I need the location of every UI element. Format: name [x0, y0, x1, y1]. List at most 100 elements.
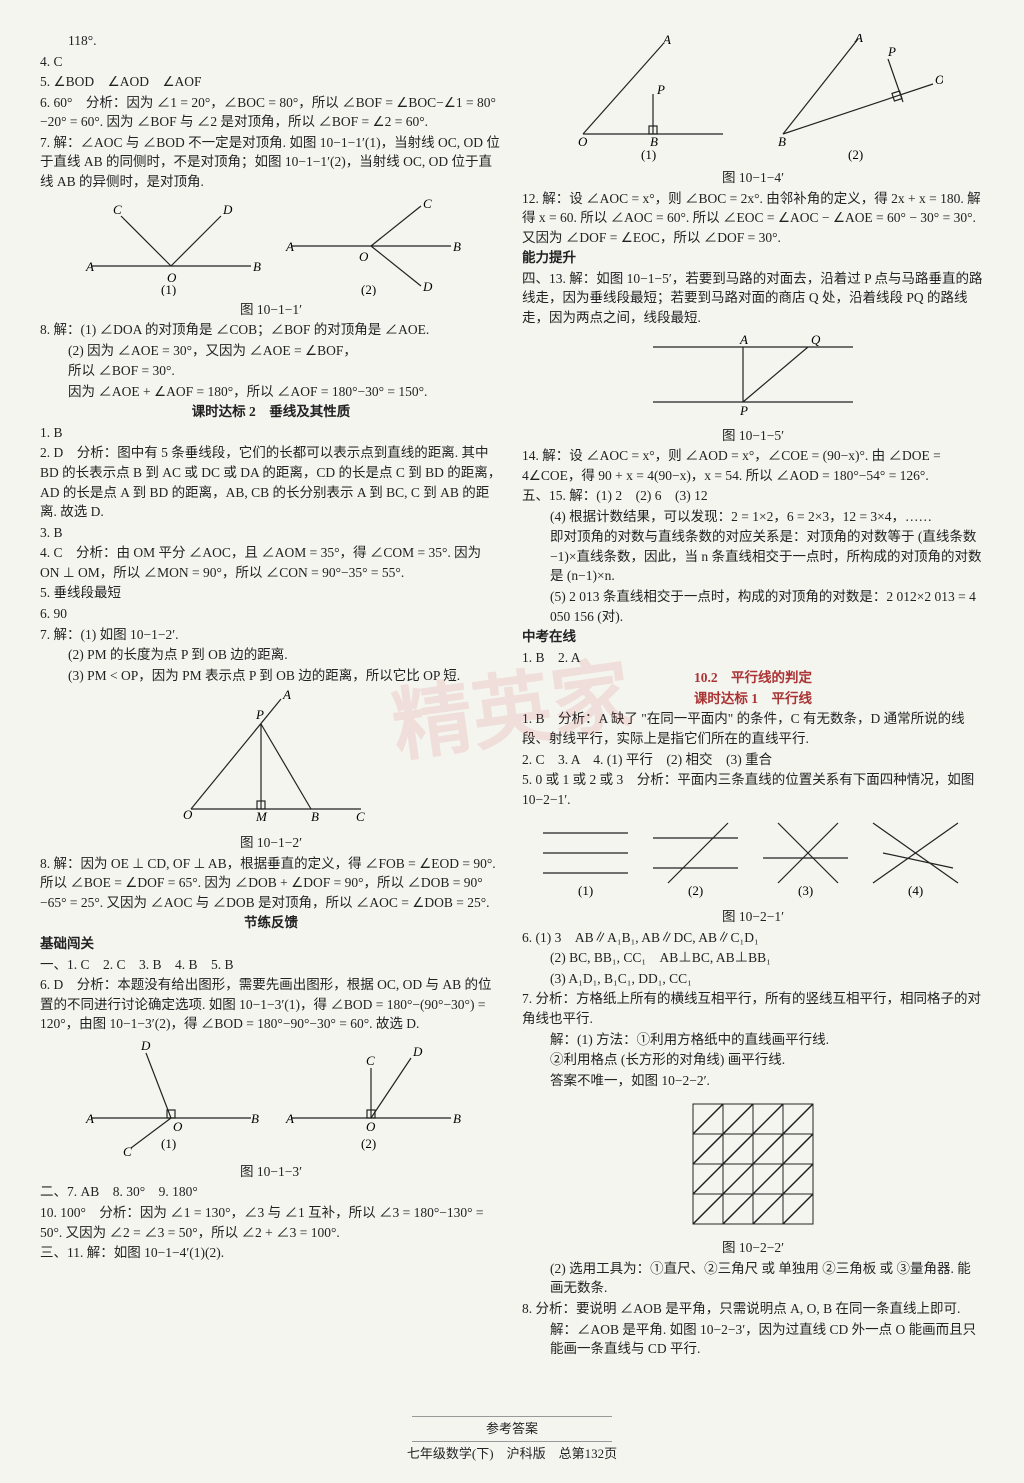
- svg-text:A: A: [662, 34, 671, 47]
- figure-label: 图 10−2−1′: [522, 907, 984, 927]
- subsection-heading: 基础闯关: [40, 934, 502, 954]
- text-line: 8. 解：(1) ∠DOA 的对顶角是 ∠COB；∠BOF 的对顶角是 ∠AOE…: [40, 320, 502, 340]
- text-line: 4. C: [40, 52, 502, 72]
- section-heading: 课时达标 2 垂线及其性质: [40, 402, 502, 422]
- text-line: 3. B: [40, 523, 502, 543]
- svg-text:P: P: [656, 82, 665, 97]
- text-line: 1. B 分析：A 缺了 "在同一平面内" 的条件，C 有无数条，D 通常所说的…: [522, 709, 984, 748]
- figure-label: 图 10−1−4′: [522, 168, 984, 188]
- text-line: (5) 2 013 条直线相交于一点时，构成的对顶角的对数是：2 012×2 0…: [522, 587, 984, 626]
- svg-text:O: O: [183, 807, 193, 822]
- svg-text:A: A: [854, 34, 863, 45]
- svg-text:(1): (1): [161, 282, 176, 296]
- text-line: 5. ∠BOD ∠AOD ∠AOF: [40, 72, 502, 92]
- svg-text:B: B: [453, 239, 461, 254]
- svg-text:D: D: [412, 1044, 423, 1059]
- text-line: 14. 解：设 ∠AOC = x°，则 ∠AOD = x°，∠COE = (90…: [522, 446, 984, 485]
- svg-text:C: C: [366, 1053, 375, 1068]
- figure-label: 图 10−2−2′: [522, 1238, 984, 1258]
- svg-text:O: O: [173, 1119, 183, 1134]
- svg-text:(2): (2): [688, 883, 703, 898]
- text-line: 二、7. AB 8. 30° 9. 180°: [40, 1182, 502, 1202]
- svg-text:(3): (3): [798, 883, 813, 898]
- text-line: (3) PM < OP，因为 PM 表示点 P 到 OB 边的距离，所以它比 O…: [40, 666, 502, 686]
- svg-text:O: O: [578, 134, 588, 149]
- text-line: 6. D 分析：本题没有给出图形，需要先画出图形，根据 OC, OD 与 AB …: [40, 975, 502, 1034]
- subsection-heading: 能力提升: [522, 248, 984, 268]
- text-line: 所以 ∠BOF = 30°.: [40, 361, 502, 381]
- text-line: (2) 因为 ∠AOE = 30°，又因为 ∠AOE = ∠BOF，: [40, 341, 502, 361]
- subsection-heading: 中考在线: [522, 627, 984, 647]
- svg-text:M: M: [255, 809, 268, 824]
- svg-text:A: A: [85, 1111, 94, 1126]
- figure-10-1-4: A O B P (1) A B O P (2): [522, 34, 984, 164]
- text-line: (3) A₁D₁, B₁C₁, DD₁, CC₁: [522, 969, 984, 989]
- text-line: 1. B: [40, 423, 502, 443]
- svg-text:A: A: [285, 239, 294, 254]
- svg-text:(2): (2): [361, 1136, 376, 1151]
- svg-text:(1): (1): [641, 147, 656, 162]
- text-line: 四、13. 解：如图 10−1−5′，若要到马路的对面去，沿着过 P 点与马路垂…: [522, 269, 984, 328]
- text-line: 三、11. 解：如图 10−1−4′(1)(2).: [40, 1243, 502, 1263]
- text-line: 10. 100° 分析：因为 ∠1 = 130°，∠3 与 ∠1 互补，所以 ∠…: [40, 1203, 502, 1242]
- text-line: 一、1. C 2. C 3. B 4. B 5. B: [40, 955, 502, 975]
- text-line: 6. 60° 分析：因为 ∠1 = 20°，∠BOC = 80°，所以 ∠BOF…: [40, 93, 502, 132]
- text-line: 4. C 分析：由 OM 平分 ∠AOC，且 ∠AOM = 35°，得 ∠COM…: [40, 543, 502, 582]
- text-line: (2) PM 的长度为点 P 到 OB 边的距离.: [40, 645, 502, 665]
- figure-10-1-2: O P A B M C: [40, 689, 502, 829]
- svg-text:(4): (4): [908, 883, 923, 898]
- text-line: 解：∠AOB 是平角. 如图 10−2−3′，因为过直线 CD 外一点 O 能画…: [522, 1320, 984, 1359]
- svg-text:C: C: [356, 809, 365, 824]
- svg-text:D: D: [140, 1038, 151, 1053]
- svg-text:A: A: [285, 1111, 294, 1126]
- svg-text:(2): (2): [848, 147, 863, 162]
- svg-text:A: A: [85, 259, 94, 274]
- svg-text:C: C: [423, 196, 432, 211]
- text-line: 12. 解：设 ∠AOC = x°，则 ∠BOC = 2x°. 由邻补角的定义，…: [522, 189, 984, 248]
- svg-text:(1): (1): [161, 1136, 176, 1151]
- svg-text:A: A: [739, 332, 748, 347]
- svg-text:P: P: [255, 707, 264, 722]
- left-column: 118°. 4. C 5. ∠BOD ∠AOD ∠AOF 6. 60° 分析：因…: [40, 30, 502, 1360]
- svg-text:D: D: [422, 279, 433, 294]
- text-line: 2. C 3. A 4. (1) 平行 (2) 相交 (3) 重合: [522, 750, 984, 770]
- svg-text:B: B: [251, 1111, 259, 1126]
- section-heading: 节练反馈: [40, 913, 502, 933]
- text-line: 1. B 2. A: [522, 648, 984, 668]
- svg-text:B: B: [453, 1111, 461, 1126]
- text-line: 118°.: [40, 31, 502, 51]
- svg-text:B: B: [778, 134, 786, 149]
- svg-text:O: O: [359, 249, 369, 264]
- svg-text:P: P: [739, 403, 748, 418]
- text-line: (4) 根据计数结果，可以发现：2 = 1×2，6 = 2×3，12 = 3×4…: [522, 507, 984, 527]
- text-line: 8. 解：因为 OE ⊥ CD, OF ⊥ AB，根据垂直的定义，得 ∠FOB …: [40, 854, 502, 913]
- text-line: 5. 0 或 1 或 2 或 3 分析：平面内三条直线的位置关系有下面四种情况，…: [522, 770, 984, 809]
- svg-text:C: C: [123, 1144, 132, 1158]
- svg-text:C: C: [113, 202, 122, 217]
- text-line: 7. 解：∠AOC 与 ∠BOD 不一定是对顶角. 如图 10−1−1′(1)，…: [40, 133, 502, 192]
- text-line: ②利用格点 (长方形的对角线) 画平行线.: [522, 1050, 984, 1070]
- svg-text:Q: Q: [811, 332, 821, 347]
- figure-10-1-3: A B O D C (1) A B O C D (2): [40, 1038, 502, 1158]
- svg-text:O: O: [366, 1119, 376, 1134]
- text-line: 因为 ∠AOE + ∠AOF = 180°，所以 ∠AOF = 180°−30°…: [40, 382, 502, 402]
- text-line: 答案不唯一，如图 10−2−2′.: [522, 1071, 984, 1091]
- footer-label: 参考答案: [0, 1419, 1024, 1439]
- figure-10-2-2: [522, 1094, 984, 1234]
- content-columns: 118°. 4. C 5. ∠BOD ∠AOD ∠AOF 6. 60° 分析：因…: [40, 30, 984, 1360]
- text-line: 5. 垂线段最短: [40, 583, 502, 603]
- svg-text:P: P: [887, 44, 896, 59]
- svg-text:O: O: [935, 72, 943, 87]
- text-line: 7. 分析：方格纸上所有的横线互相平行，所有的竖线互相平行，相同格子的对角线也平…: [522, 989, 984, 1028]
- text-line: (2) 选用工具为：①直尺、②三角尺 或 单独用 ②三角板 或 ③量角器. 能画…: [522, 1259, 984, 1298]
- svg-text:A: A: [282, 689, 291, 702]
- figure-10-2-1: (1) (2) (3) (4): [522, 813, 984, 903]
- text-line: 7. 解：(1) 如图 10−1−2′.: [40, 625, 502, 645]
- page-footer: 参考答案 七年级数学(下) 沪科版 总第132页: [0, 1414, 1024, 1463]
- section-heading: 10.2 平行线的判定: [522, 668, 984, 688]
- figure-label: 图 10−1−3′: [40, 1162, 502, 1182]
- figure-label: 图 10−1−1′: [40, 300, 502, 320]
- svg-text:B: B: [253, 259, 261, 274]
- svg-text:B: B: [311, 809, 319, 824]
- text-line: 8. 分析：要说明 ∠AOB 是平角，只需说明点 A, O, B 在同一条直线上…: [522, 1299, 984, 1319]
